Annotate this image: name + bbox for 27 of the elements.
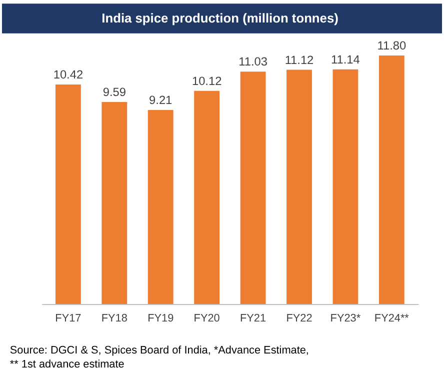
data-label: 11.14 [331, 52, 360, 66]
x-tick-label: FY21 [240, 312, 266, 324]
data-label: 9.21 [149, 93, 173, 108]
x-tick-label: FY22 [286, 312, 312, 324]
bar [148, 110, 174, 304]
x-tick-label: FY20 [194, 312, 220, 324]
x-tick-label: FY24** [374, 312, 410, 324]
text: ** 1st advance estimate [10, 358, 124, 370]
data-label: 11.80 [377, 38, 406, 52]
bar [286, 70, 312, 304]
data-label: 9.59 [102, 85, 126, 100]
bar [378, 55, 404, 304]
data-label: 10.42 [53, 68, 84, 82]
x-tick-label: FY19 [148, 312, 174, 324]
x-tick-label: FY18 [101, 312, 128, 324]
x-tick-label: FY17 [55, 312, 82, 324]
bar [55, 84, 81, 304]
data-label: 10.12 [192, 74, 222, 88]
bar [332, 69, 358, 304]
data-label: 11.03 [238, 54, 268, 69]
chart-title: India spice production (million tonnes) [102, 10, 338, 26]
data-label: 11.12 [284, 52, 314, 67]
source-note: Source: DGCI & S, Spices Board of India, *Advance Estimate, [10, 344, 309, 357]
bar [194, 90, 220, 304]
bar [102, 102, 128, 304]
x-tick-label: FY23* [330, 312, 362, 324]
bar [240, 72, 266, 304]
